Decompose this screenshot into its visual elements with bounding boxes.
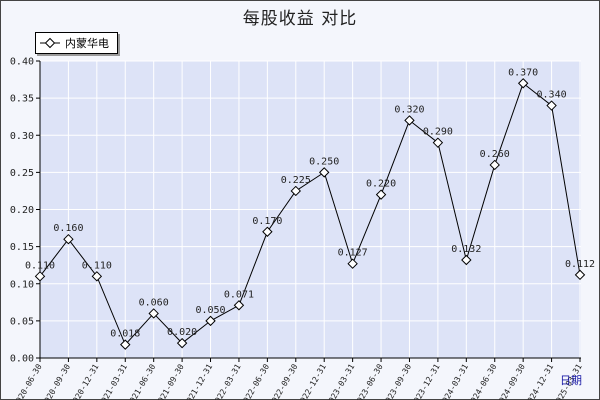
x-tick-label: 2023-06-30 [353, 362, 385, 400]
data-point-marker [432, 137, 444, 148]
x-tick-label: 2024-09-30 [495, 362, 527, 400]
data-point-marker [461, 254, 472, 266]
x-axis-unit-label: 日期 [560, 374, 582, 387]
data-point-label: 0.127 [338, 248, 368, 259]
y-tick-label: 0.05 [10, 316, 34, 327]
axes [36, 60, 581, 362]
x-tick-label: 2024-06-30 [467, 362, 499, 400]
data-point-marker [148, 308, 159, 319]
series-line [39, 82, 581, 346]
data-point-label: 0.018 [110, 329, 140, 340]
data-point-label: 0.370 [508, 67, 538, 78]
data-point-marker [517, 78, 529, 89]
data-point-label: 0.290 [423, 127, 453, 138]
y-tick-label: 0.25 [10, 168, 34, 179]
data-point-marker [34, 271, 46, 282]
data-point-label: 0.110 [82, 260, 112, 271]
data-point-marker [205, 315, 216, 327]
y-tick-labels: 0.00 0.05 0.10 0.15 0.20 0.25 0.30 0.35 0.40 [10, 57, 34, 365]
legend: 内蒙华电 [35, 32, 118, 54]
x-tick-labels: 2020-06-302020-09-302020-12-312021-03-31… [12, 362, 584, 400]
y-tick-label: 0.35 [10, 94, 34, 105]
y-tick-label: 0.00 [10, 354, 34, 365]
data-point-marker [546, 100, 557, 111]
data-point-label: 0.250 [309, 156, 339, 167]
legend-label: 内蒙华电 [65, 37, 109, 50]
data-point-label: 0.320 [394, 104, 424, 115]
legend-marker-icon [40, 37, 60, 49]
y-tick-label: 0.40 [10, 57, 34, 68]
data-labels: 0.110 0.160 0.110 0.018 0.060 0.020 0.050 0.071… [25, 67, 595, 339]
data-point-marker [63, 233, 74, 245]
x-tick-label: 2022-09-30 [268, 362, 300, 400]
data-point-marker [91, 271, 103, 282]
data-point-label: 0.020 [167, 327, 197, 338]
x-tick-label: 2021-12-31 [182, 362, 214, 400]
data-point-marker [233, 300, 245, 311]
data-point-label: 0.160 [53, 223, 83, 234]
chart-title: 每股收益 对比 [242, 9, 358, 29]
x-tick-label: 2024-12-31 [523, 362, 555, 400]
data-point-label: 0.110 [25, 260, 55, 271]
data-point-label: 0.340 [537, 90, 567, 101]
data-point-label: 0.112 [565, 259, 595, 270]
data-point-label: 0.050 [195, 305, 225, 316]
data-point-marker [404, 115, 415, 126]
data-point-label: 0.260 [480, 149, 510, 160]
x-tick-label: 2023-09-30 [381, 362, 413, 400]
x-tick-label: 2020-06-30 [12, 362, 44, 400]
x-tick-label: 2022-06-30 [239, 362, 271, 400]
x-tick-label: 2020-12-31 [69, 362, 101, 400]
grid-lines [40, 60, 581, 358]
x-tick-label: 2021-06-30 [126, 362, 158, 400]
data-point-marker [574, 269, 586, 281]
y-tick-label: 0.10 [10, 279, 34, 290]
data-point-label: 0.071 [224, 289, 254, 300]
x-tick-label: 2023-03-31 [324, 362, 356, 400]
data-point-label: 0.220 [366, 179, 396, 190]
x-tick-label: 2024-03-31 [438, 362, 470, 400]
data-point-marker [347, 258, 358, 269]
x-tick-label: 2022-03-31 [211, 362, 243, 400]
x-tick-label: 2022-12-31 [296, 362, 328, 400]
y-tick-label: 0.20 [10, 205, 34, 216]
y-tick-label: 0.15 [10, 242, 34, 253]
y-tick-label: 0.30 [10, 131, 34, 142]
data-point-label: 0.060 [139, 297, 169, 308]
data-point-marker [489, 159, 500, 171]
data-point-marker [319, 167, 330, 178]
data-point-label: 0.132 [451, 244, 481, 255]
data-point-marker [262, 226, 273, 237]
data-point-label: 0.170 [252, 216, 282, 227]
data-point-marker [375, 189, 387, 200]
x-tick-label: 2023-12-31 [410, 362, 442, 400]
data-markers [34, 78, 586, 350]
x-tick-label: 2020-09-30 [40, 362, 72, 400]
data-point-marker [176, 337, 188, 349]
data-point-marker [290, 185, 301, 197]
data-point-marker [120, 339, 131, 350]
x-tick-label: 2021-03-31 [97, 362, 129, 400]
data-point-label: 0.225 [281, 175, 311, 186]
x-tick-label: 2021-09-30 [154, 362, 186, 400]
